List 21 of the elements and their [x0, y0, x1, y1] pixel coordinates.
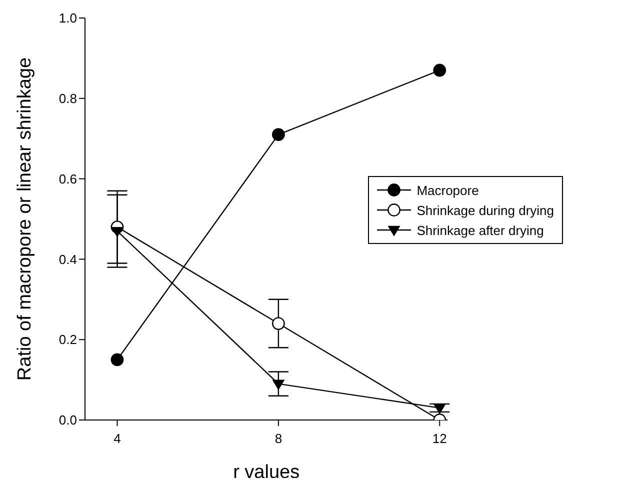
y-tick-label: 0.6 [58, 171, 77, 186]
y-tick-label: 0.4 [58, 252, 77, 267]
legend-label: Macropore [416, 182, 479, 198]
x-tick-label: 8 [274, 431, 282, 446]
point [272, 317, 285, 330]
point [110, 353, 124, 366]
point [272, 128, 285, 142]
point [272, 380, 284, 390]
y-axis-title: Ratio of macropore or linear shrinkage [14, 57, 36, 381]
legend-label: Shrinkage during drying [416, 202, 554, 218]
legend-label: Shrinkage after drying [416, 222, 544, 238]
y-tick-label: 0.0 [58, 412, 77, 428]
y-tick-label: 0.8 [58, 91, 77, 106]
point [434, 404, 446, 414]
x-axis-title: r values [233, 462, 300, 483]
point [433, 64, 446, 77]
x-tick-label: 12 [432, 431, 447, 446]
y-tick-label: 1.0 [58, 10, 77, 26]
y-tick-label: 0.2 [58, 332, 77, 348]
point [111, 226, 124, 237]
x-tick-label: 4 [114, 431, 121, 446]
